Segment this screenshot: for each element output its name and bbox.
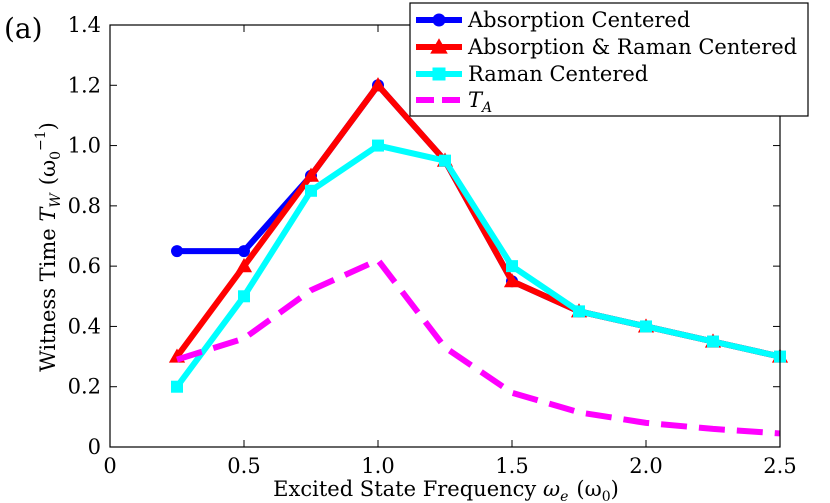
x-axis-label-subscript: e — [560, 489, 568, 503]
panel-label: (a) — [4, 12, 43, 45]
y-tick-label: 1.2 — [68, 73, 101, 97]
legend-label-symbol: T — [468, 88, 484, 112]
data-point — [235, 258, 253, 273]
legend-item: Raman Centered — [416, 62, 648, 86]
y-axis-label-text: Witness Time — [36, 222, 60, 372]
data-point — [305, 184, 317, 197]
legend-label-subscript: A — [480, 100, 492, 116]
data-point — [238, 245, 250, 258]
legend-label: Absorption Centered — [467, 8, 690, 32]
y-tick-label: 1.0 — [68, 134, 101, 158]
x-tick-label: 2.0 — [629, 454, 662, 478]
y-axis-label-subscript: W — [48, 192, 64, 208]
data-point — [503, 273, 521, 288]
data-point — [372, 139, 384, 152]
data-point — [640, 320, 652, 333]
y-tick-label: 0.4 — [68, 314, 101, 338]
legend-item: Absorption & Raman Centered — [416, 35, 797, 59]
series-line — [176, 256, 781, 437]
x-tick-label: 0 — [103, 454, 116, 478]
x-tick-label: 1.5 — [495, 454, 528, 478]
y-axis-label-unit: (ω — [36, 160, 60, 185]
y-axis-label-unit-sub: 0 — [48, 151, 64, 160]
data-point — [707, 335, 719, 348]
legend-marker — [432, 13, 446, 27]
data-point — [171, 245, 183, 258]
x-axis-label-unit-sub: 0 — [602, 489, 611, 503]
legend-box — [409, 2, 809, 117]
y-tick-label: 0.2 — [68, 375, 101, 399]
series-2 — [168, 77, 789, 363]
legend-marker — [432, 67, 446, 81]
x-tick-label: 2.5 — [763, 454, 796, 478]
series-lines — [168, 77, 789, 437]
x-axis-label-text: Excited State Frequency — [273, 477, 543, 501]
legend-item: Absorption Centered — [416, 8, 690, 32]
x-tick-label: 0.5 — [227, 454, 260, 478]
data-point — [171, 380, 183, 393]
y-tick-label: 0 — [88, 435, 101, 459]
y-tick-label: 0.8 — [68, 194, 101, 218]
data-point — [506, 260, 518, 273]
data-point — [369, 77, 387, 92]
legend-label: Absorption & Raman Centered — [467, 35, 797, 59]
y-axis-label-unit-close: ) — [36, 122, 60, 130]
data-point — [302, 167, 320, 182]
y-axis-label-symbol: T — [36, 206, 60, 222]
legend-marker — [430, 38, 448, 54]
legend-label: Raman Centered — [468, 62, 648, 86]
x-axis-label-symbol: ω — [543, 477, 560, 501]
legend-label: TA — [468, 88, 492, 116]
x-axis-label-unit: (ω — [576, 477, 601, 501]
legend-item: TA — [416, 88, 492, 116]
y-axis-label: Witness Time TW (ω0−1) — [33, 122, 64, 372]
series-4 — [176, 256, 781, 437]
data-point — [573, 305, 585, 318]
axes: 0 0.5 1.0 1.5 2.0 2.5 0 0.2 0.4 0.6 0.8 1.0 1.2 1.4 — [68, 13, 797, 478]
x-axis-label: Excited State Frequency ωe (ω0) — [273, 477, 619, 503]
y-tick-label: 0.6 — [68, 254, 101, 278]
series-line — [174, 142, 781, 389]
legend: Absorption Centered Absorption & Raman Ce… — [409, 2, 809, 117]
x-tick-label: 1.0 — [361, 454, 394, 478]
x-axis-label-unit-close: ) — [611, 477, 619, 501]
data-point — [238, 290, 250, 303]
series-3 — [171, 139, 786, 393]
data-point — [439, 154, 451, 167]
y-tick-label: 1.4 — [68, 13, 101, 37]
y-axis-label-unit-sup: −1 — [33, 130, 49, 151]
